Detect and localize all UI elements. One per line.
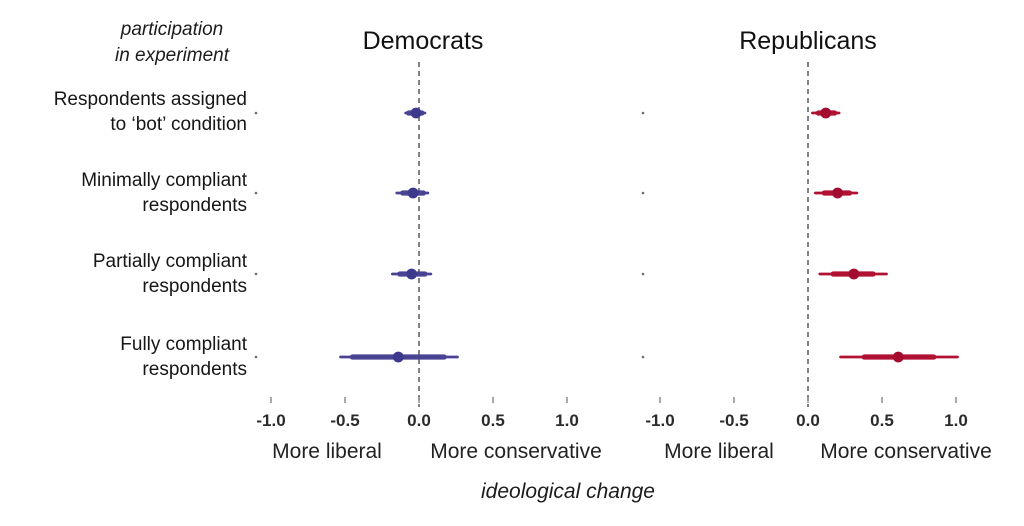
- category-label-line: to ‘bot’ condition: [110, 114, 247, 135]
- category-label-line: Fully compliant: [120, 334, 247, 355]
- category-label-line: Partially compliant: [92, 251, 247, 272]
- x-axis-label: ideological change: [481, 480, 655, 503]
- x-axis-tick-label: -1.0: [256, 411, 286, 430]
- row-axis-tick: [641, 355, 645, 359]
- category-label-line: respondents: [142, 195, 247, 216]
- category-label-bot-condition: Respondents assigned to ‘bot’ condition: [0, 87, 247, 137]
- direction-label-democrats-conservative: More conservative: [430, 440, 602, 463]
- x-axis-tick-label: -1.0: [645, 411, 675, 430]
- estimate-dot: [406, 268, 417, 280]
- estimate-dot: [407, 187, 419, 199]
- category-label-fully-compliant: Fully compliant respondents: [0, 332, 247, 382]
- row-axis-tick: [641, 191, 645, 195]
- estimate-dot: [392, 351, 404, 363]
- row-axis-tick: [254, 111, 258, 115]
- category-label-line: Respondents assigned: [53, 89, 247, 110]
- x-axis-tick-label: 1.0: [944, 411, 968, 430]
- row-axis-tick: [254, 272, 258, 276]
- direction-label-republicans-conservative: More conservative: [820, 440, 992, 463]
- x-axis-tick-label: 0.5: [481, 411, 505, 430]
- estimate-dot: [892, 351, 904, 363]
- x-axis-tick-label: 0.0: [407, 411, 431, 430]
- direction-label-democrats-liberal: More liberal: [272, 440, 382, 463]
- y-axis-title-line2: in experiment: [114, 45, 230, 66]
- estimate-dot: [832, 187, 843, 199]
- panel-title-democrats: Democrats: [362, 27, 484, 55]
- x-axis-tick-label: 1.0: [555, 411, 579, 430]
- category-label-partially-compliant: Partially compliant respondents: [0, 249, 247, 299]
- row-axis-tick: [641, 111, 645, 115]
- x-axis-tick-label: -0.5: [719, 411, 749, 430]
- estimate-dot: [848, 268, 860, 280]
- direction-label-republicans-liberal: More liberal: [664, 440, 774, 463]
- estimate-dot: [820, 107, 832, 119]
- panel-title-republicans: Republicans: [739, 27, 877, 55]
- row-axis-tick: [254, 191, 258, 195]
- category-label-line: respondents: [142, 359, 247, 380]
- row-axis-tick: [254, 355, 258, 359]
- x-axis-tick-label: 0.0: [796, 411, 820, 430]
- category-label-line: respondents: [142, 276, 247, 297]
- estimate-dot: [410, 107, 422, 119]
- y-axis-title: participation in experiment: [115, 17, 229, 69]
- x-axis-tick-label: -0.5: [330, 411, 360, 430]
- y-axis-title-line1: participation: [120, 19, 224, 40]
- x-axis-tick-label: 0.5: [870, 411, 894, 430]
- category-label-minimally-compliant: Minimally compliant respondents: [0, 168, 247, 218]
- row-axis-tick: [641, 272, 645, 276]
- category-label-line: Minimally compliant: [81, 170, 247, 191]
